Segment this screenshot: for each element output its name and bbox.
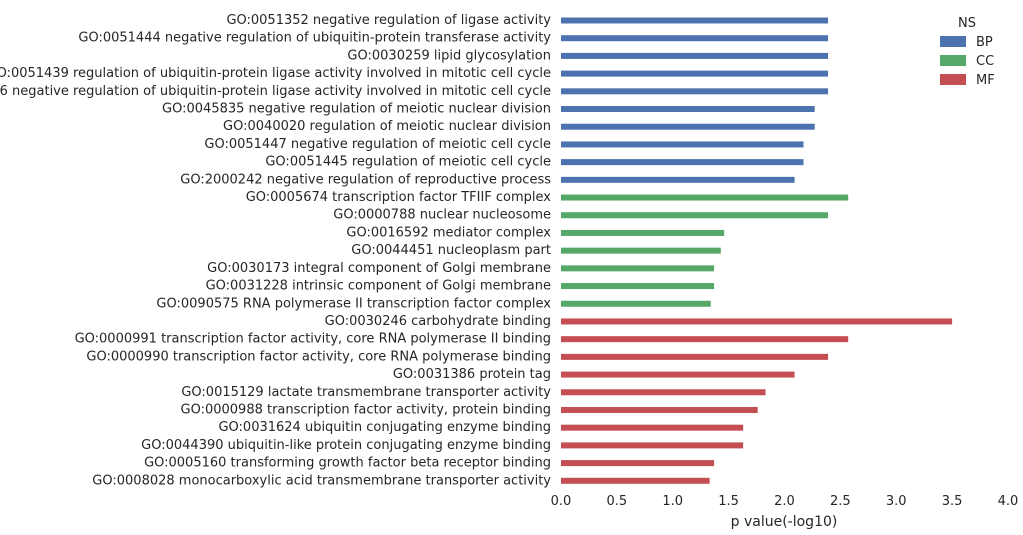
x-tick-label: 0.0	[551, 494, 572, 509]
category-label: GO:0031386 protein tag	[393, 367, 551, 382]
bar-mf	[561, 477, 710, 484]
category-label: GO:0030246 carbohydrate binding	[325, 314, 551, 329]
bar-mf	[561, 318, 953, 325]
category-label: GO:0044451 nucleoplasm part	[351, 243, 551, 258]
x-tick-label: 2.0	[774, 494, 795, 509]
x-tick-label: 2.5	[830, 494, 851, 509]
bar-bp	[561, 123, 815, 130]
bar-mf	[561, 371, 795, 378]
category-label: GO:0051439 regulation of ubiquitin-prote…	[0, 66, 551, 81]
x-tick-label: 1.0	[662, 494, 683, 509]
category-label: GO:0051447 negative regulation of meioti…	[204, 137, 551, 152]
category-label: GO:0008028 monocarboxylic acid transmemb…	[92, 473, 551, 488]
category-label: GO:0000991 transcription factor activity…	[75, 332, 551, 347]
category-label: GO:0005674 transcription factor TFIIF co…	[246, 190, 552, 205]
bar-cc	[561, 247, 721, 254]
bar-cc	[561, 229, 725, 236]
legend: NS BP CC MF	[940, 16, 995, 88]
category-label: GO:0016592 mediator complex	[346, 225, 551, 240]
bar-mf	[561, 424, 744, 431]
x-tick-label: 3.5	[942, 494, 963, 509]
x-axis-label: p value(-log10)	[731, 514, 838, 530]
bar-bp	[561, 176, 795, 183]
category-label: GO:0031228 intrinsic component of Golgi …	[206, 279, 551, 294]
bar-bp	[561, 35, 829, 42]
bar-mf	[561, 406, 758, 413]
bar-mf	[561, 460, 715, 467]
category-label: GO:0090575 RNA polymerase II transcripti…	[156, 296, 551, 311]
bar-mf	[561, 442, 744, 449]
x-tick-label: 3.0	[886, 494, 907, 509]
bar-bp	[561, 141, 804, 148]
bar-cc	[561, 212, 829, 219]
bar-cc	[561, 265, 715, 272]
bar-bp	[561, 88, 829, 95]
bar-mf	[561, 389, 766, 396]
bar-mf	[561, 336, 849, 343]
category-labels: GO:0051352 negative regulation of ligase…	[0, 13, 551, 488]
legend-swatch-bp	[940, 36, 966, 47]
category-label: GO:0040020 regulation of meiotic nuclear…	[223, 119, 551, 134]
category-label: GO:0000788 nuclear nucleosome	[333, 208, 551, 223]
category-label: GO:0000990 transcription factor activity…	[86, 349, 551, 364]
category-label: GO:0051445 regulation of meiotic cell cy…	[265, 155, 551, 170]
legend-swatch-cc	[940, 55, 966, 66]
bar-mf	[561, 353, 829, 360]
legend-title: NS	[958, 16, 976, 31]
category-label: GO:2000242 negative regulation of reprod…	[180, 172, 551, 187]
category-label: GO:0051352 negative regulation of ligase…	[226, 13, 551, 28]
category-label: GO:0000988 transcription factor activity…	[181, 402, 552, 417]
bar-cc	[561, 300, 711, 307]
legend-label-mf: MF	[976, 73, 995, 88]
category-label: GO:0044390 ubiquitin-like protein conjug…	[141, 438, 551, 453]
x-tick-label: 1.5	[718, 494, 739, 509]
legend-swatch-mf	[940, 74, 966, 85]
category-label: GO:0051444 negative regulation of ubiqui…	[78, 31, 551, 46]
bar-bp	[561, 159, 804, 166]
bars-layer	[561, 17, 953, 484]
bar-bp	[561, 70, 829, 77]
bar-bp	[561, 106, 815, 113]
legend-label-cc: CC	[976, 54, 994, 69]
category-label: GO:0005160 transforming growth factor be…	[144, 456, 551, 471]
category-label: GO:0031624 ubiquitin conjugating enzyme …	[218, 420, 551, 435]
bar-bp	[561, 17, 829, 24]
x-axis: 0.0 0.5 1.0 1.5 2.0 2.5 3.0 3.5 4.0	[551, 494, 1019, 509]
category-label: GO:0015129 lactate transmembrane transpo…	[181, 385, 551, 400]
x-tick-label: 4.0	[998, 494, 1019, 509]
category-label: GO:0030259 lipid glycosylation	[347, 48, 551, 63]
bar-bp	[561, 52, 829, 59]
bar-cc	[561, 283, 715, 290]
bar-cc	[561, 194, 849, 201]
x-tick-label: 0.5	[607, 494, 628, 509]
category-label: GO:0051436 negative regulation of ubiqui…	[0, 84, 551, 99]
legend-label-bp: BP	[976, 35, 993, 50]
category-label: GO:0030173 integral component of Golgi m…	[207, 261, 551, 276]
category-label: GO:0045835 negative regulation of meioti…	[162, 102, 551, 117]
